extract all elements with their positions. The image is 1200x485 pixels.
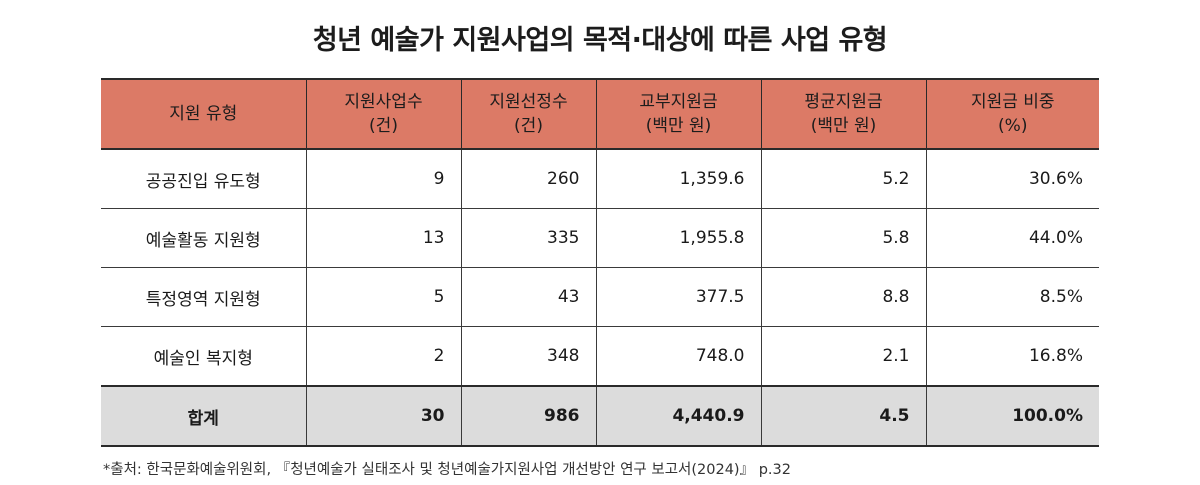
cell-program-count: 13 [305, 208, 462, 268]
header-label: 지원 유형 [169, 104, 238, 124]
cell-grant-share: 44.0% [925, 208, 1099, 268]
header-label: 지원사업수 [344, 92, 423, 112]
cell-total-grant-share: 100.0% [925, 385, 1099, 447]
header-support-type: 지원 유형 [101, 78, 307, 150]
table-row: 특정영역 지원형 5 43 377.5 8.8 8.5% [101, 267, 1099, 327]
cell-program-count: 9 [305, 149, 462, 209]
cell-support-type: 예술인 복지형 [101, 326, 307, 387]
table-total-row: 합계 30 986 4,440.9 4.5 100.0% [101, 385, 1099, 447]
cell-average-grant: 5.2 [760, 149, 927, 209]
table-row: 공공진입 유도형 9 260 1,359.6 5.2 30.6% [101, 149, 1099, 209]
page-title: 청년 예술가 지원사업의 목적·대상에 따른 사업 유형 [312, 25, 888, 56]
cell-support-type: 예술활동 지원형 [101, 208, 307, 268]
table-row: 예술인 복지형 2 348 748.0 2.1 16.8% [101, 326, 1099, 387]
cell-support-type: 공공진입 유도형 [101, 149, 307, 209]
header-selected-count: 지원선정수 (건) [460, 78, 597, 150]
cell-total-average-grant: 4.5 [760, 385, 927, 447]
header-label: 교부지원금 [639, 92, 718, 112]
support-type-table: 지원 유형 지원사업수 (건) 지원선정수 (건) 교부지원금 (백만 원) 평… [101, 78, 1099, 447]
header-label: 지원금 비중 [970, 92, 1055, 112]
cell-average-grant: 8.8 [760, 267, 927, 327]
cell-grant-amount: 377.5 [595, 267, 762, 327]
header-grant-amount: 교부지원금 (백만 원) [595, 78, 762, 150]
cell-selected-count: 43 [460, 267, 597, 327]
header-grant-share: 지원금 비중 (%) [925, 78, 1099, 150]
header-average-grant: 평균지원금 (백만 원) [760, 78, 927, 150]
header-label: 지원선정수 [489, 92, 568, 112]
cell-total-grant-amount: 4,440.9 [595, 385, 762, 447]
header-program-count: 지원사업수 (건) [305, 78, 462, 150]
cell-average-grant: 2.1 [760, 326, 927, 387]
header-unit: (%) [998, 116, 1028, 136]
cell-average-grant: 5.8 [760, 208, 927, 268]
header-unit: (백만 원) [645, 116, 712, 136]
cell-total-label: 합계 [101, 385, 307, 447]
cell-program-count: 5 [305, 267, 462, 327]
source-note: *출처: 한국문화예술위원회, 『청년예술가 실태조사 및 청년예술가지원사업 … [103, 462, 791, 478]
cell-selected-count: 335 [460, 208, 597, 268]
cell-selected-count: 260 [460, 149, 597, 209]
cell-total-program-count: 30 [305, 385, 462, 447]
cell-selected-count: 348 [460, 326, 597, 387]
cell-program-count: 2 [305, 326, 462, 387]
cell-support-type: 특정영역 지원형 [101, 267, 307, 327]
header-unit: (건) [514, 116, 543, 136]
cell-grant-share: 16.8% [925, 326, 1099, 387]
cell-grant-share: 30.6% [925, 149, 1099, 209]
cell-total-selected-count: 986 [460, 385, 597, 447]
header-unit: (백만 원) [810, 116, 877, 136]
cell-grant-amount: 1,955.8 [595, 208, 762, 268]
table-header-row: 지원 유형 지원사업수 (건) 지원선정수 (건) 교부지원금 (백만 원) 평… [101, 78, 1099, 150]
header-label: 평균지원금 [804, 92, 883, 112]
header-unit: (건) [369, 116, 398, 136]
cell-grant-amount: 1,359.6 [595, 149, 762, 209]
table-row: 예술활동 지원형 13 335 1,955.8 5.8 44.0% [101, 208, 1099, 268]
cell-grant-share: 8.5% [925, 267, 1099, 327]
cell-grant-amount: 748.0 [595, 326, 762, 387]
